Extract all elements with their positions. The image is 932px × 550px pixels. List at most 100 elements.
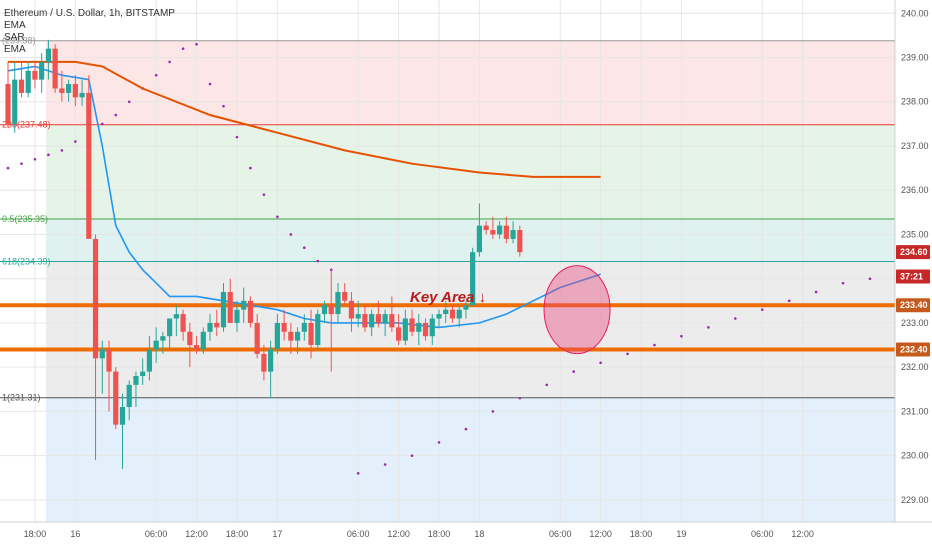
candle (227, 278, 233, 323)
candle (79, 79, 85, 107)
candle (490, 216, 496, 239)
chart-legend: Ethereum / U.S. Dollar, 1h, BITSTAMP EMA… (4, 8, 175, 56)
candle (375, 300, 381, 328)
candle-body (449, 309, 456, 319)
sar-dot (491, 410, 495, 413)
candle-body (321, 305, 328, 315)
candle (436, 309, 442, 328)
candle (18, 61, 25, 98)
y-tick-label: 232.00 (901, 362, 929, 372)
sar-dot (437, 441, 441, 444)
indicator-sar[interactable]: SAR (4, 32, 25, 43)
candle-body (416, 322, 422, 332)
x-tick-label: 19 (676, 529, 686, 539)
sar-dot (74, 140, 77, 143)
candle-body (315, 314, 321, 346)
candle-body (342, 291, 348, 301)
sar-dot (127, 100, 131, 104)
candle (268, 340, 274, 399)
indicator-ema-2[interactable]: EMA (4, 44, 26, 55)
candle (261, 345, 267, 381)
candle (99, 340, 105, 394)
candle-body (335, 291, 341, 315)
fib-level-label: 618(234.39) (2, 256, 51, 266)
candle-body (497, 225, 503, 235)
candle (274, 314, 280, 354)
candle-body (362, 314, 368, 328)
candle (476, 203, 483, 257)
sar-dot (572, 370, 575, 373)
sar-dot (707, 326, 710, 329)
x-tick-label: 06:00 (751, 529, 774, 539)
candle (241, 287, 247, 323)
candle-body (234, 309, 240, 323)
candle (281, 309, 287, 341)
candle (422, 318, 429, 341)
sar-dot (289, 233, 293, 236)
candle-body (146, 349, 153, 372)
candle-body (227, 291, 233, 323)
candle-body (483, 225, 489, 231)
candle (369, 309, 375, 337)
price-badge (896, 342, 930, 357)
candle (187, 322, 193, 368)
candle (86, 75, 92, 239)
candle (12, 61, 18, 133)
candle-body (301, 322, 307, 332)
sar-dot (114, 113, 118, 117)
candle (193, 336, 200, 354)
candle (348, 291, 355, 332)
candle-body (369, 314, 375, 328)
candle-body (463, 305, 469, 310)
sar-dot (356, 472, 360, 475)
candle (45, 39, 52, 80)
fib-level-label: (239.38) (2, 36, 36, 46)
candle (456, 305, 462, 328)
candle (72, 75, 78, 107)
candle (409, 309, 415, 337)
candle-body (470, 252, 476, 306)
candle (146, 336, 153, 381)
sar-dot (20, 162, 23, 165)
candle-body (126, 384, 132, 407)
candle-body (5, 84, 11, 124)
candle-body (348, 300, 355, 319)
x-tick-label: 17 (272, 529, 282, 539)
indicator-ema-1[interactable]: EMA (4, 20, 26, 31)
candle (362, 305, 368, 332)
candle (32, 61, 38, 89)
candle-body (66, 84, 72, 93)
sar-dot (6, 166, 10, 170)
fib-zone-blue (46, 397, 895, 522)
candle-body (443, 309, 449, 315)
candle (497, 221, 503, 239)
candle-body (422, 322, 429, 337)
x-tick-label: 12:00 (185, 529, 208, 539)
sar-dot (653, 343, 656, 347)
candle (416, 314, 422, 346)
sar-dot (787, 299, 791, 303)
candle-body (133, 376, 139, 385)
candle (294, 327, 301, 354)
candle (92, 234, 99, 461)
candle-body (113, 371, 119, 425)
candle-body (32, 70, 38, 80)
candle (234, 300, 240, 332)
candle-body (18, 79, 25, 93)
sar-dot (208, 82, 212, 86)
x-tick-label: 18:00 (428, 529, 451, 539)
candle (517, 225, 523, 257)
candle-body (375, 314, 381, 323)
candle-body (402, 318, 408, 341)
candle-body (409, 318, 415, 332)
candle-body (389, 314, 395, 328)
sar-dot (47, 153, 50, 157)
candle-body (274, 322, 280, 350)
sar-dot (195, 42, 198, 46)
candle-body (193, 345, 200, 350)
fib-level-label: 236(237.48) (2, 120, 51, 130)
candle-body (119, 406, 126, 425)
key-area-annotation: Key Area ↓ (410, 289, 486, 306)
